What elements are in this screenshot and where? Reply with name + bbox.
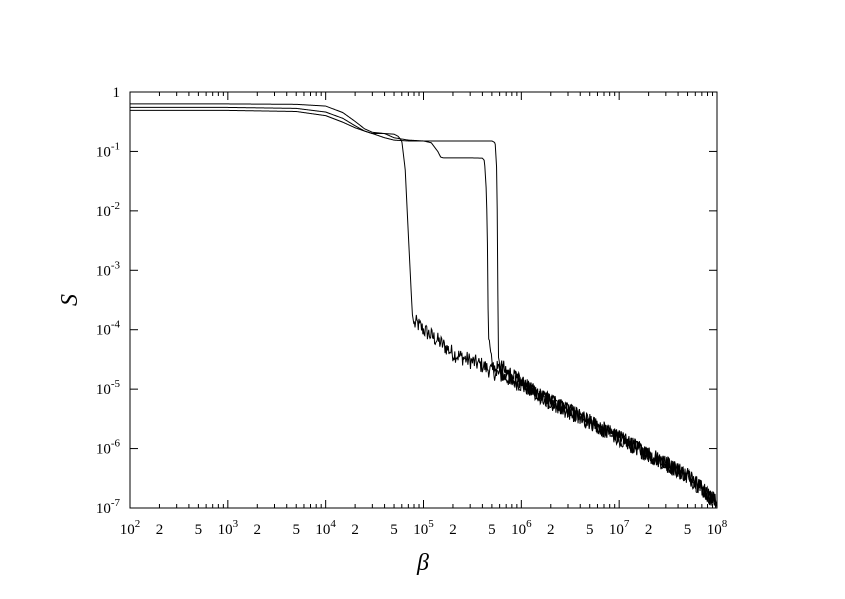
y-tick-label: 10-1 — [96, 140, 120, 160]
y-axis-label: S — [57, 294, 83, 306]
series-line-3 — [130, 103, 717, 509]
y-tick-label: 10-7 — [96, 497, 121, 517]
x-minor-tick-label: 2 — [254, 522, 262, 538]
x-minor-tick-label: 2 — [156, 522, 164, 538]
y-tick-label: 10-3 — [96, 259, 121, 279]
x-minor-tick-label: 2 — [645, 522, 653, 538]
x-tick-label: 103 — [218, 518, 239, 538]
x-minor-tick-label: 5 — [292, 522, 300, 538]
x-minor-tick-label: 2 — [547, 522, 555, 538]
series-line-1 — [130, 109, 718, 508]
x-tick-label: 106 — [511, 518, 532, 538]
y-tick-label: 10-2 — [96, 200, 120, 220]
y-tick-label: 10-5 — [96, 378, 121, 398]
x-minor-tick-label: 5 — [684, 522, 692, 538]
x-tick-label: 104 — [315, 518, 336, 538]
y-tick-label: 10-6 — [96, 438, 121, 458]
y-tick-label: 10-4 — [96, 319, 121, 339]
x-tick-label: 102 — [120, 518, 141, 538]
x-minor-tick-label: 5 — [195, 522, 203, 538]
x-minor-tick-label: 2 — [351, 522, 359, 538]
x-tick-label: 105 — [413, 518, 434, 538]
series-line-2 — [130, 106, 718, 508]
x-axis-label: β — [416, 550, 429, 576]
x-minor-tick-label: 2 — [449, 522, 457, 538]
x-tick-label: 107 — [609, 518, 630, 538]
series-lines — [130, 103, 718, 509]
axis-ticks — [129, 91, 718, 509]
x-minor-tick-label: 5 — [390, 522, 398, 538]
x-minor-tick-label: 5 — [586, 522, 594, 538]
y-tick-label: 1 — [113, 85, 121, 101]
x-tick-label: 108 — [707, 518, 728, 538]
x-minor-tick-label: 5 — [488, 522, 496, 538]
